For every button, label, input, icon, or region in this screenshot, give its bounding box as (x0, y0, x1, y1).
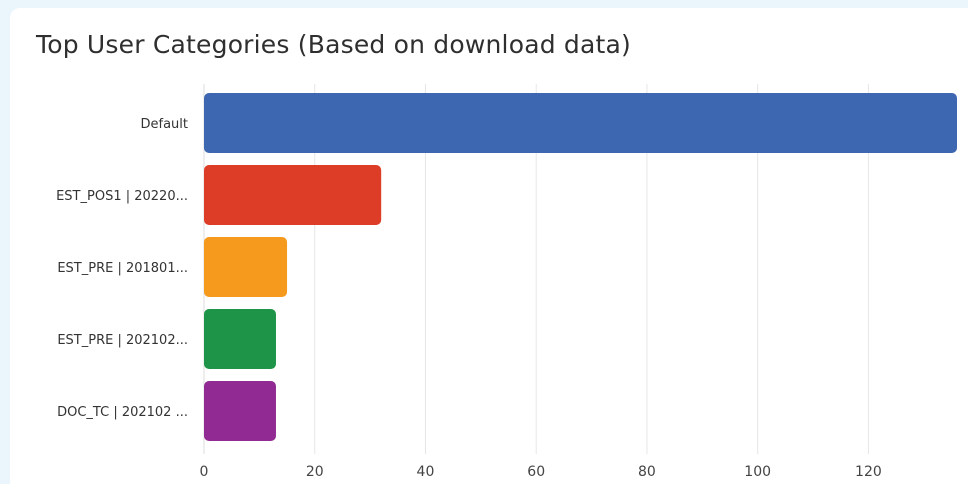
bar (204, 165, 382, 225)
category-label: Default (141, 117, 189, 132)
x-tick-label: 0 (200, 464, 209, 480)
category-label: EST_PRE | 201801... (57, 261, 188, 276)
x-tick-label: 100 (744, 464, 771, 480)
category-label: EST_POS1 | 20220... (56, 189, 188, 204)
x-tick-label: 20 (306, 464, 324, 480)
bar (204, 309, 276, 369)
category-label: EST_PRE | 202102... (57, 333, 188, 348)
x-tick-label: 80 (638, 464, 656, 480)
x-tick-label: 60 (527, 464, 545, 480)
bar (204, 237, 288, 297)
chart-card: Top User Categories (Based on download d… (10, 8, 968, 484)
category-label: DOC_TC | 202102 ... (57, 405, 188, 420)
bar (204, 93, 957, 153)
x-tick-label: 120 (855, 464, 882, 480)
bar (204, 381, 276, 441)
bar-chart: 0 20 40 60 80 100 120 Default EST_POS1 | 20220..… (56, 84, 957, 480)
chart-title: Top User Categories (Based on download d… (36, 30, 631, 59)
x-tick-label: 40 (417, 464, 435, 480)
